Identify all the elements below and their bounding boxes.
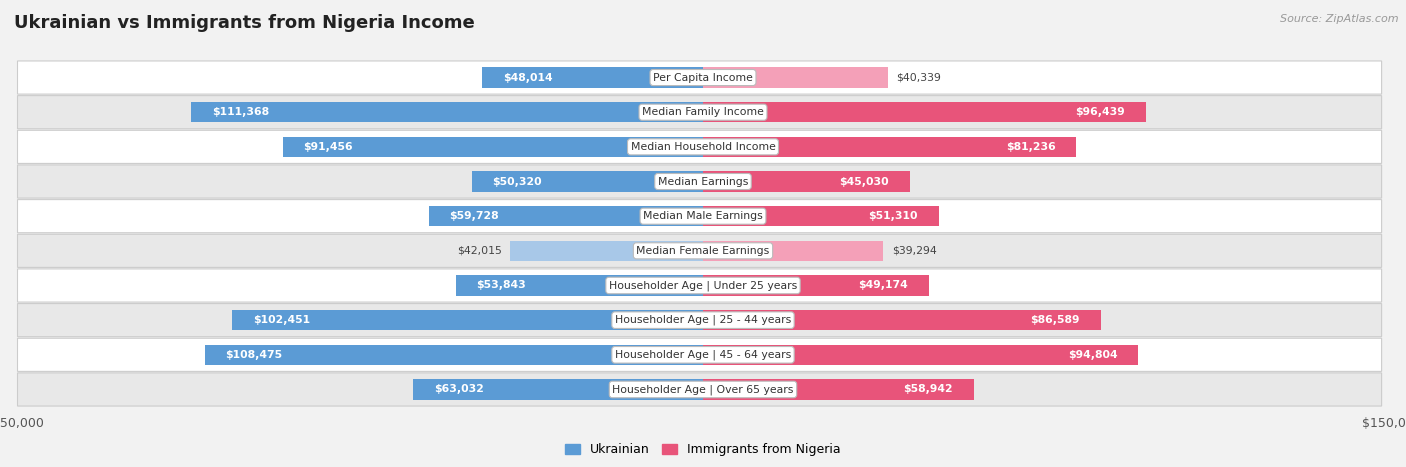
Text: Ukrainian vs Immigrants from Nigeria Income: Ukrainian vs Immigrants from Nigeria Inc… [14,14,475,32]
Text: Median Family Income: Median Family Income [643,107,763,117]
Text: $50,320: $50,320 [492,177,543,186]
Text: Householder Age | 45 - 64 years: Householder Age | 45 - 64 years [614,350,792,360]
Text: $53,843: $53,843 [477,281,526,290]
Text: Median Earnings: Median Earnings [658,177,748,186]
FancyBboxPatch shape [17,96,1382,129]
Bar [191,102,703,122]
Bar [703,102,1146,122]
Text: $81,236: $81,236 [1005,142,1056,152]
Text: $40,339: $40,339 [897,72,942,83]
Text: $59,728: $59,728 [450,211,499,221]
Bar [703,171,910,191]
Text: $58,942: $58,942 [904,384,953,395]
Bar [429,206,703,226]
Bar [205,345,703,365]
Bar [510,241,703,261]
FancyBboxPatch shape [17,234,1382,268]
FancyBboxPatch shape [17,338,1382,371]
Text: $91,456: $91,456 [304,142,353,152]
Text: Householder Age | Over 65 years: Householder Age | Over 65 years [612,384,794,395]
Text: $86,589: $86,589 [1031,315,1080,325]
Text: $111,368: $111,368 [212,107,270,117]
Bar [413,379,703,400]
FancyBboxPatch shape [17,61,1382,94]
FancyBboxPatch shape [17,304,1382,337]
Bar [703,206,939,226]
Bar [703,345,1139,365]
Text: Median Household Income: Median Household Income [630,142,776,152]
Bar [703,276,929,296]
Text: $94,804: $94,804 [1069,350,1118,360]
Bar [283,137,703,157]
Text: $51,310: $51,310 [869,211,918,221]
Bar [703,67,889,88]
Bar [703,379,974,400]
Legend: Ukrainian, Immigrants from Nigeria: Ukrainian, Immigrants from Nigeria [560,439,846,461]
Bar [703,137,1076,157]
Text: $102,451: $102,451 [253,315,311,325]
Text: Per Capita Income: Per Capita Income [652,72,754,83]
Text: Householder Age | Under 25 years: Householder Age | Under 25 years [609,280,797,291]
Text: $39,294: $39,294 [891,246,936,256]
Bar [703,241,883,261]
Bar [482,67,703,88]
Text: Median Female Earnings: Median Female Earnings [637,246,769,256]
Bar [232,310,703,330]
FancyBboxPatch shape [17,373,1382,406]
Text: Householder Age | 25 - 44 years: Householder Age | 25 - 44 years [614,315,792,325]
Bar [703,310,1101,330]
Text: $48,014: $48,014 [503,72,553,83]
Text: Source: ZipAtlas.com: Source: ZipAtlas.com [1281,14,1399,24]
Text: $42,015: $42,015 [457,246,502,256]
Text: $63,032: $63,032 [434,384,484,395]
Text: $49,174: $49,174 [859,281,908,290]
FancyBboxPatch shape [17,199,1382,233]
Text: Median Male Earnings: Median Male Earnings [643,211,763,221]
FancyBboxPatch shape [17,269,1382,302]
Text: $96,439: $96,439 [1076,107,1125,117]
FancyBboxPatch shape [17,165,1382,198]
FancyBboxPatch shape [17,130,1382,163]
Bar [456,276,703,296]
Text: $45,030: $45,030 [839,177,889,186]
Text: $108,475: $108,475 [225,350,283,360]
Bar [472,171,703,191]
